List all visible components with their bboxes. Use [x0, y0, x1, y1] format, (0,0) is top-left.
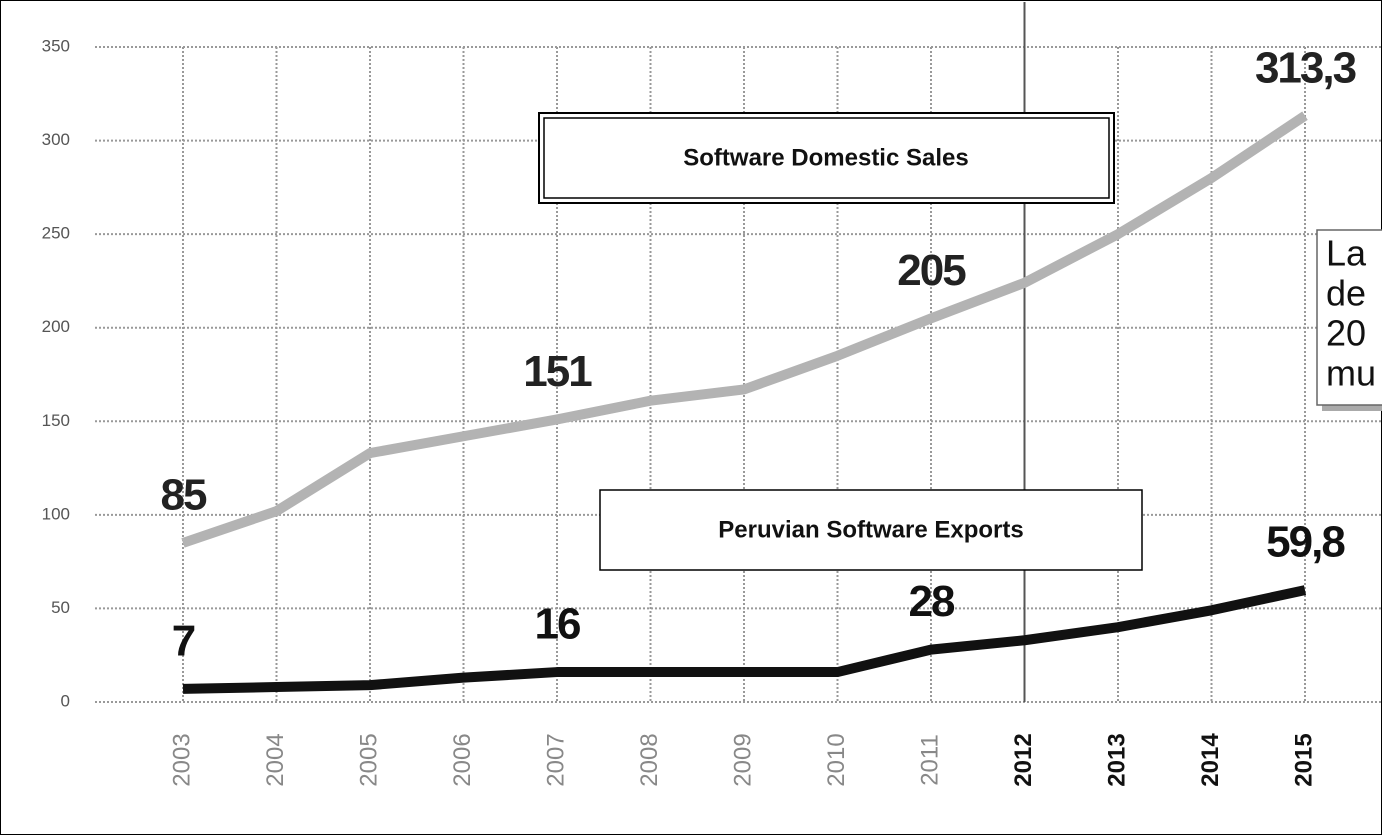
annotation-line: 20	[1326, 313, 1366, 354]
legend-box	[599, 489, 1143, 571]
x-tick-label: 2013	[1103, 733, 1130, 786]
y-tick-label: 300	[42, 130, 70, 149]
x-tick-label: 2014	[1197, 733, 1224, 787]
y-tick-label: 100	[42, 504, 70, 523]
data-label: 313,3	[1255, 43, 1356, 92]
x-tick-label: 2011	[916, 734, 943, 786]
annotation-line: mu	[1326, 353, 1376, 394]
data-label: 28	[909, 577, 955, 626]
annotation-box	[1316, 229, 1382, 406]
series-line	[182, 585, 1307, 694]
data-label: 151	[523, 347, 592, 396]
x-tick-label: 2007	[542, 733, 569, 786]
legend-box-inner	[543, 117, 1110, 199]
y-tick-label: 50	[51, 598, 70, 617]
legend-label: Software Domestic Sales	[683, 144, 968, 171]
x-tick-label: 2009	[729, 733, 756, 786]
data-label: 59,8	[1266, 518, 1345, 567]
x-tick-label: 2008	[636, 733, 663, 786]
x-tick-label: 2015	[1290, 733, 1317, 786]
data-label: 7	[172, 617, 195, 666]
y-tick-label: 200	[42, 317, 70, 336]
y-tick-label: 250	[42, 224, 70, 243]
x-tick-label: 2012	[1010, 733, 1037, 786]
legend-box-outer	[538, 112, 1115, 204]
legend-label: Peruvian Software Exports	[718, 516, 1023, 543]
x-tick-label: 2003	[168, 733, 195, 786]
data-label: 16	[535, 600, 580, 649]
annotation-line: La	[1326, 233, 1367, 274]
data-label: 205	[897, 246, 966, 295]
x-tick-label: 2006	[449, 733, 476, 786]
y-tick-label: 150	[42, 411, 70, 430]
annotation-line: de	[1326, 273, 1366, 314]
x-tick-label: 2010	[823, 733, 850, 786]
series-line	[181, 111, 1308, 548]
y-tick-label: 0	[61, 691, 70, 710]
y-tick-label: 350	[42, 36, 70, 55]
x-tick-label: 2005	[355, 733, 382, 786]
x-tick-label: 2004	[262, 733, 289, 786]
data-label: 85	[161, 471, 207, 520]
